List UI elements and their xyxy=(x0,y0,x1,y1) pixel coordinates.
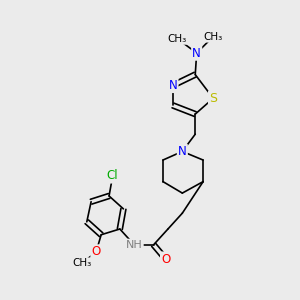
Text: O: O xyxy=(92,245,101,259)
Text: N: N xyxy=(178,145,187,158)
Text: O: O xyxy=(161,253,170,266)
Text: CH₃: CH₃ xyxy=(168,34,187,44)
Text: CH₃: CH₃ xyxy=(204,32,223,41)
Text: NH: NH xyxy=(126,240,142,250)
Text: N: N xyxy=(169,79,177,92)
Text: CH₃: CH₃ xyxy=(72,259,92,269)
Text: N: N xyxy=(192,46,201,59)
Text: Cl: Cl xyxy=(107,169,118,182)
Text: S: S xyxy=(209,92,217,105)
